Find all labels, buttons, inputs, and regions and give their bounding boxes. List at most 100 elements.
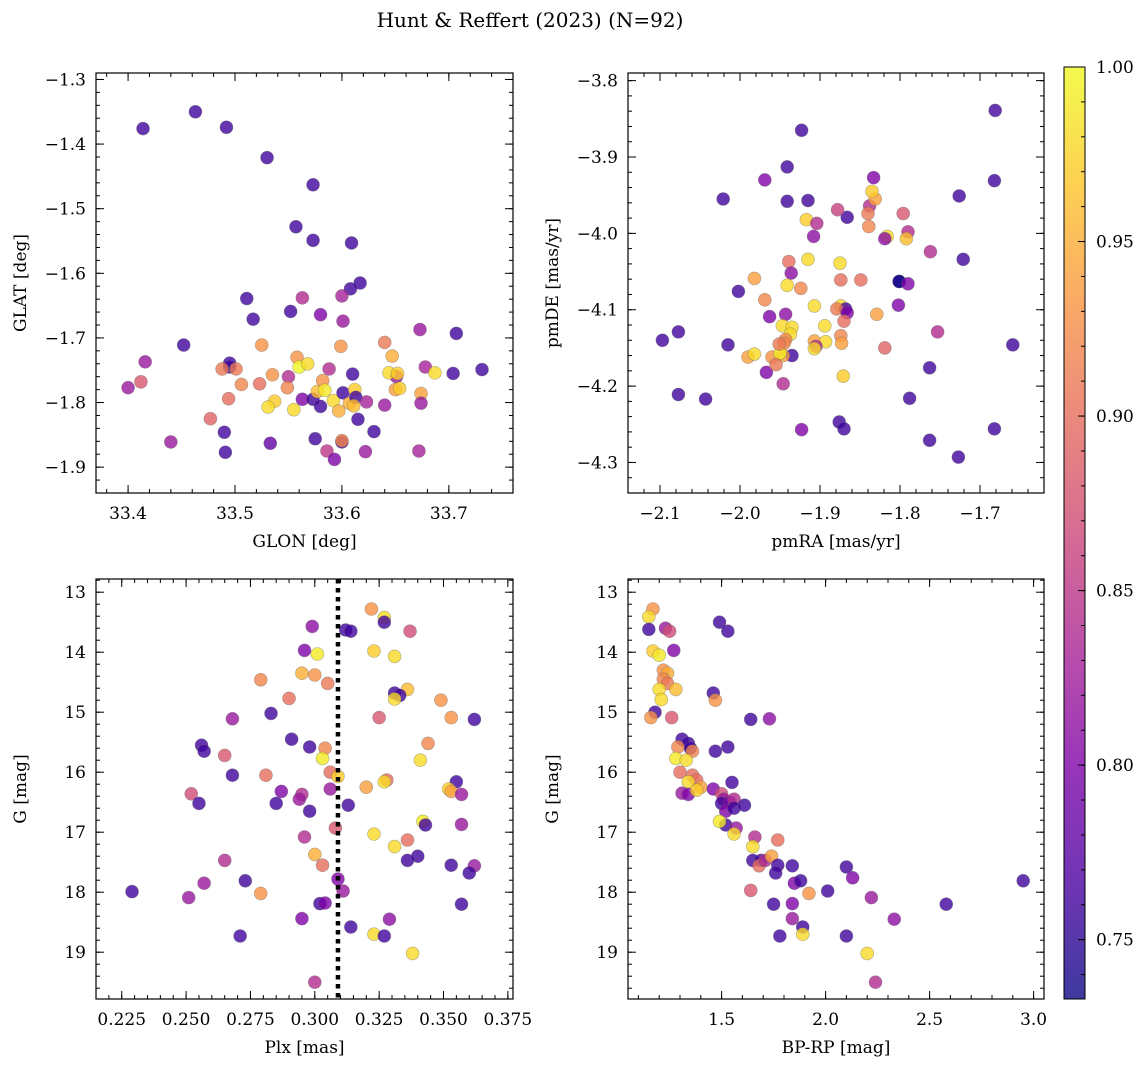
y-tick-label: −3.9 bbox=[577, 148, 618, 168]
data-point bbox=[315, 858, 330, 873]
data-point bbox=[405, 946, 420, 961]
data-point bbox=[390, 366, 405, 381]
data-point bbox=[725, 775, 739, 790]
y-tick-label: −1.9 bbox=[45, 458, 86, 478]
data-point bbox=[802, 886, 816, 901]
data-point bbox=[708, 693, 723, 708]
y-axis-label: pmDE [mas/yr] bbox=[543, 218, 563, 348]
data-point bbox=[372, 710, 386, 725]
y-tick-label: 17 bbox=[596, 823, 618, 843]
data-point bbox=[762, 309, 777, 324]
x-tick-label: 33.5 bbox=[216, 504, 254, 524]
data-point bbox=[747, 347, 762, 361]
data-point bbox=[313, 307, 328, 322]
colorbar-tick-label: 0.90 bbox=[1096, 407, 1134, 427]
data-point bbox=[295, 666, 309, 681]
scatter-points bbox=[121, 104, 489, 467]
data-point bbox=[382, 912, 397, 927]
data-point bbox=[784, 266, 799, 280]
data-point bbox=[400, 833, 415, 847]
data-point bbox=[413, 753, 428, 768]
data-point bbox=[238, 873, 253, 888]
data-point bbox=[336, 314, 350, 328]
data-point bbox=[785, 858, 800, 873]
data-point bbox=[428, 366, 442, 380]
data-point bbox=[666, 643, 681, 658]
data-point bbox=[351, 412, 365, 427]
data-point bbox=[217, 748, 232, 763]
data-point bbox=[891, 298, 906, 312]
data-point bbox=[323, 782, 338, 796]
data-point bbox=[259, 768, 273, 783]
data-point bbox=[833, 256, 847, 270]
data-point bbox=[877, 231, 892, 246]
data-point bbox=[837, 422, 851, 436]
data-point bbox=[721, 624, 735, 639]
data-point bbox=[192, 796, 206, 811]
data-point bbox=[664, 710, 679, 725]
data-point bbox=[861, 219, 876, 234]
y-tick-label: 19 bbox=[596, 943, 618, 963]
proper-motion-panel: −2.1 −2.0 −1.9 −1.8 −1.7 −4.3 −4.2 −4.1 −4.0 −3.9… bbox=[543, 72, 1045, 552]
data-point bbox=[253, 672, 268, 687]
data-point bbox=[780, 160, 795, 174]
data-point bbox=[923, 244, 938, 259]
data-point bbox=[731, 284, 746, 299]
data-point bbox=[743, 883, 758, 898]
data-point bbox=[307, 668, 322, 682]
data-point bbox=[197, 876, 211, 891]
data-point bbox=[345, 367, 360, 381]
y-tick-label: 15 bbox=[596, 703, 618, 723]
colorbar-tick-label: 1.00 bbox=[1096, 58, 1134, 78]
data-point bbox=[845, 870, 860, 885]
data-point bbox=[234, 377, 249, 392]
data-point bbox=[253, 886, 268, 901]
data-point bbox=[264, 706, 278, 721]
data-point bbox=[769, 357, 783, 372]
data-point bbox=[307, 847, 322, 862]
data-point bbox=[138, 355, 152, 369]
colorbar-ticks: 0.75 0.80 0.85 0.90 0.95 1.00 bbox=[1078, 58, 1134, 976]
data-point bbox=[229, 362, 243, 376]
data-point bbox=[793, 873, 808, 888]
data-point bbox=[344, 236, 359, 250]
data-point bbox=[292, 792, 307, 807]
data-point bbox=[662, 624, 677, 639]
data-point bbox=[716, 192, 731, 206]
data-point bbox=[377, 335, 392, 350]
color-magnitude-panel: 1.5 2.0 2.5 3.0 13 14 15 16 17 18 19 BP-RP [mag] G [… bbox=[543, 578, 1047, 1058]
data-point bbox=[1016, 873, 1031, 888]
data-point bbox=[766, 897, 781, 912]
data-point bbox=[877, 341, 892, 355]
data-point bbox=[712, 615, 727, 630]
scatter-points bbox=[641, 602, 1031, 990]
data-point bbox=[300, 356, 315, 371]
data-point bbox=[377, 774, 392, 789]
data-point bbox=[641, 622, 656, 637]
data-point bbox=[839, 929, 854, 943]
data-point bbox=[344, 920, 358, 934]
colorbar-tick-label: 0.85 bbox=[1096, 582, 1134, 602]
data-point bbox=[252, 376, 267, 391]
data-point bbox=[652, 648, 667, 663]
x-tick-label: 0.225 bbox=[97, 1010, 146, 1030]
data-point bbox=[868, 975, 883, 990]
data-point bbox=[297, 830, 312, 844]
data-point bbox=[320, 676, 335, 691]
axes-frame bbox=[627, 578, 1045, 1000]
data-point bbox=[218, 445, 233, 460]
data-point bbox=[902, 391, 917, 406]
data-point bbox=[302, 740, 317, 754]
data-point bbox=[265, 367, 280, 382]
data-point bbox=[462, 866, 477, 880]
data-point bbox=[421, 736, 435, 751]
x-tick-label: 2.0 bbox=[812, 1010, 839, 1030]
y-tick-label: 18 bbox=[596, 883, 618, 903]
data-point bbox=[737, 798, 752, 813]
data-point bbox=[939, 897, 954, 912]
data-point bbox=[641, 609, 656, 624]
data-point bbox=[817, 318, 832, 333]
y-tick-label: −4.3 bbox=[577, 453, 618, 473]
data-point bbox=[134, 375, 148, 389]
